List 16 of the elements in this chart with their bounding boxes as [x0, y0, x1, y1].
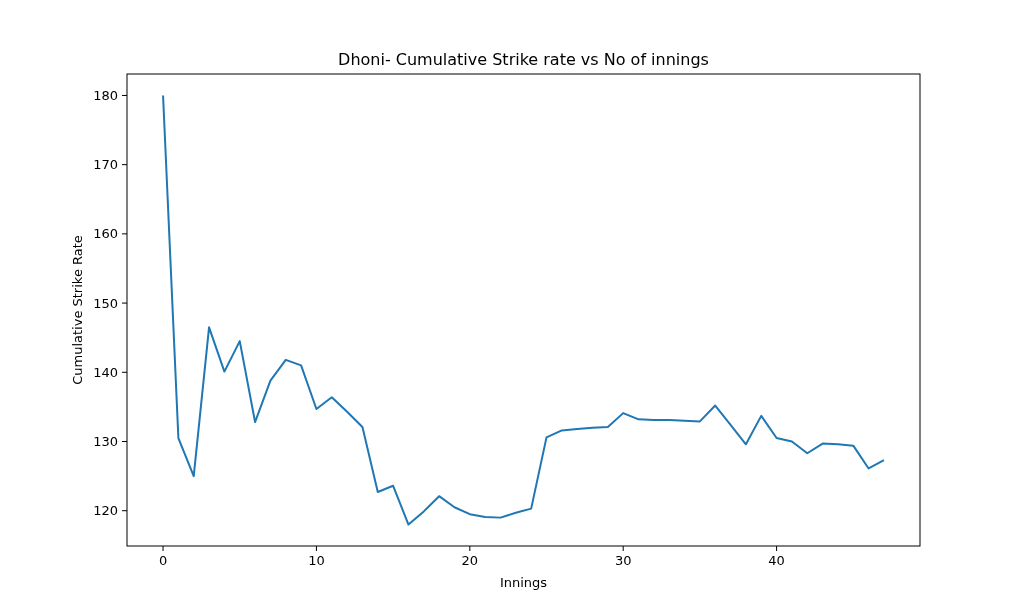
y-tick-label: 120	[93, 503, 118, 519]
chart-title: Dhoni- Cumulative Strike rate vs No of innings	[338, 50, 709, 69]
x-axis-title: Innings	[499, 575, 548, 590]
x-tick-label: 40	[768, 553, 785, 568]
line-series	[162, 94, 885, 526]
y-tick-label: 140	[93, 364, 118, 380]
y-tick-label: 170	[93, 157, 118, 173]
y-tick-label: 160	[93, 226, 118, 242]
x-tick-label: 20	[461, 553, 479, 568]
y-axis-title: Cumulative Strike Rate	[70, 235, 85, 385]
x-tick-label: 0	[158, 553, 168, 568]
y-tick-label: 130	[93, 434, 118, 450]
x-tick-label: 30	[614, 553, 632, 568]
y-tick-label: 180	[93, 88, 118, 103]
x-tick-label: 10	[308, 553, 325, 568]
y-tick-label: 150	[93, 295, 118, 311]
